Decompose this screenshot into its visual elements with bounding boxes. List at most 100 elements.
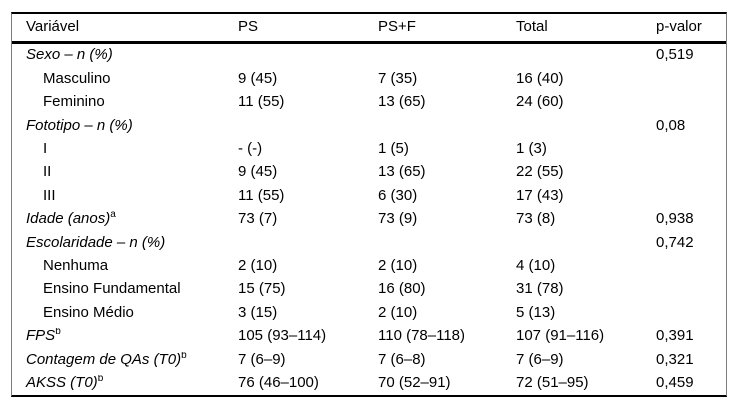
table-row: Sexo – n (%) 0,519 bbox=[12, 44, 726, 67]
cell-p: 0,742 bbox=[656, 234, 694, 251]
column-header-psf: PS+F bbox=[378, 19, 416, 36]
cell-psf: 6 (30) bbox=[378, 187, 418, 204]
row-label: Feminino bbox=[12, 94, 238, 111]
column-header-label: Variável bbox=[26, 19, 80, 36]
cell-psf: 1 (5) bbox=[378, 141, 409, 157]
cell-total: 31 (78) bbox=[516, 281, 564, 298]
table-row: Feminino 11 (55) 13 (65) 24 (60) bbox=[12, 91, 726, 114]
cell-total: 17 (43) bbox=[516, 187, 564, 204]
table-row: Ensino Fundamental 15 (75) 16 (80) 31 (78) bbox=[12, 278, 726, 301]
row-label: Ensino Médio bbox=[12, 305, 238, 322]
row-label-text: Ensino Fundamental bbox=[43, 281, 181, 298]
cell-total: 1 (3) bbox=[516, 141, 547, 157]
row-label-text: I bbox=[43, 141, 48, 157]
cell-psf: 13 (65) bbox=[378, 164, 426, 181]
cell-ps: 73 (7) bbox=[238, 211, 278, 228]
cell-total: 73 (8) bbox=[516, 211, 556, 228]
cell-ps: 3 (15) bbox=[238, 304, 278, 321]
row-label: I bbox=[12, 141, 238, 158]
row-label-text: Feminino bbox=[43, 94, 105, 111]
cell-ps: 9 (45) bbox=[238, 70, 278, 87]
cell-total: 107 (91–116) bbox=[516, 328, 605, 345]
cell-ps: 7 (6–9) bbox=[238, 351, 286, 368]
row-label: Fototipo – n (%) bbox=[12, 118, 238, 135]
cell-p: 0,08 bbox=[656, 117, 686, 134]
footnote-marker: b bbox=[181, 351, 187, 361]
cell-total: 7 (6–9) bbox=[516, 351, 564, 368]
row-label: Contagem de QAs (T0)b bbox=[12, 352, 238, 369]
cell-p: 0,938 bbox=[656, 211, 694, 228]
cell-psf: 2 (10) bbox=[378, 304, 418, 321]
row-label-text: Ensino Médio bbox=[43, 304, 134, 321]
table-row: Idade (anos)a 73 (7) 73 (9) 73 (8) 0,938 bbox=[12, 208, 726, 231]
row-label-text: Fototipo – n (%) bbox=[26, 117, 133, 134]
cell-ps: 2 (10) bbox=[238, 257, 278, 274]
row-label: Sexo – n (%) bbox=[12, 47, 238, 64]
cell-ps: 15 (75) bbox=[238, 281, 286, 298]
cell-psf: 110 (78–118) bbox=[378, 328, 466, 345]
table-header-row: Variável PS PS+F Total p-valor bbox=[12, 14, 726, 44]
cell-p: 0,459 bbox=[656, 374, 694, 391]
table-row: Ensino Médio 3 (15) 2 (10) 5 (13) bbox=[12, 301, 726, 324]
table-row: I - (-) 1 (5) 1 (3) bbox=[12, 138, 726, 161]
row-label-text: FPS bbox=[26, 328, 56, 345]
footnote-marker: a bbox=[110, 211, 116, 221]
footnote-marker: b bbox=[97, 374, 104, 384]
cell-total: 5 (13) bbox=[516, 304, 556, 321]
statistics-table: Variável PS PS+F Total p-valor Sexo – n (%) 0… bbox=[11, 12, 727, 397]
cell-ps: 105 (93–114) bbox=[238, 328, 327, 345]
cell-psf: 7 (35) bbox=[378, 70, 418, 87]
cell-p: 0,391 bbox=[656, 328, 694, 345]
row-label: III bbox=[12, 188, 238, 205]
table-row: II 9 (45) 13 (65) 22 (55) bbox=[12, 161, 726, 184]
cell-total: 24 (60) bbox=[516, 94, 564, 111]
row-label-text: II bbox=[43, 164, 52, 181]
cell-psf: 16 (80) bbox=[378, 281, 426, 298]
table-row: AKSS (T0)b 76 (46–100) 70 (52–91) 72 (51–95… bbox=[12, 371, 726, 394]
table-row: Nenhuma 2 (10) 2 (10) 4 (10) bbox=[12, 255, 726, 278]
cell-ps: 76 (46–100) bbox=[238, 374, 319, 391]
row-label-text: AKSS (T0) bbox=[26, 374, 98, 391]
row-label: Masculino bbox=[12, 71, 238, 88]
cell-psf: 2 (10) bbox=[378, 257, 418, 274]
row-label: Ensino Fundamental bbox=[12, 281, 238, 298]
table-row: Fototipo – n (%) 0,08 bbox=[12, 114, 726, 137]
cell-ps: - (-) bbox=[238, 141, 263, 157]
cell-p: 0,519 bbox=[656, 47, 694, 64]
cell-ps: 11 (55) bbox=[238, 187, 285, 204]
cell-total: 16 (40) bbox=[516, 70, 564, 87]
row-label: Escolaridade – n (%) bbox=[12, 235, 238, 252]
table-row: Contagem de QAs (T0)b 7 (6–9) 7 (6–8) 7 (6–… bbox=[12, 348, 726, 371]
row-label: AKSS (T0)b bbox=[12, 375, 238, 392]
row-label: II bbox=[12, 164, 238, 181]
cell-psf: 7 (6–8) bbox=[378, 351, 426, 368]
footnote-marker: b bbox=[55, 328, 61, 338]
cell-psf: 73 (9) bbox=[378, 211, 418, 228]
row-label: Idade (anos)a bbox=[12, 211, 238, 228]
cell-ps: 11 (55) bbox=[238, 94, 285, 111]
cell-p: 0,321 bbox=[656, 351, 694, 368]
column-header-total: Total bbox=[516, 19, 548, 36]
row-label-text: Escolaridade – n (%) bbox=[26, 234, 166, 251]
row-label-text: III bbox=[43, 187, 56, 204]
row-label-text: Sexo – n (%) bbox=[26, 47, 113, 64]
row-label-text: Idade (anos) bbox=[26, 211, 111, 228]
row-label: FPSb bbox=[12, 328, 238, 345]
row-label-text: Nenhuma bbox=[43, 257, 109, 274]
table-row: Masculino 9 (45) 7 (35) 16 (40) bbox=[12, 67, 726, 90]
table-row: Escolaridade – n (%) 0,742 bbox=[12, 231, 726, 254]
table-body: Sexo – n (%) 0,519 Masculino 9 (45) 7 (35) 16… bbox=[12, 44, 726, 395]
row-label-text: Contagem de QAs (T0) bbox=[26, 351, 182, 368]
table-row: III 11 (55) 6 (30) 17 (43) bbox=[12, 184, 726, 207]
cell-ps: 9 (45) bbox=[238, 164, 278, 181]
cell-total: 4 (10) bbox=[516, 257, 556, 274]
table-row: FPSb 105 (93–114) 110 (78–118) 107 (91–116)… bbox=[12, 325, 726, 348]
cell-total: 72 (51–95) bbox=[516, 374, 589, 391]
row-label: Nenhuma bbox=[12, 258, 238, 275]
column-header-ps: PS bbox=[238, 19, 259, 36]
row-label-text: Masculino bbox=[43, 70, 111, 87]
cell-psf: 70 (52–91) bbox=[378, 374, 451, 391]
cell-total: 22 (55) bbox=[516, 164, 564, 181]
cell-psf: 13 (65) bbox=[378, 94, 426, 111]
